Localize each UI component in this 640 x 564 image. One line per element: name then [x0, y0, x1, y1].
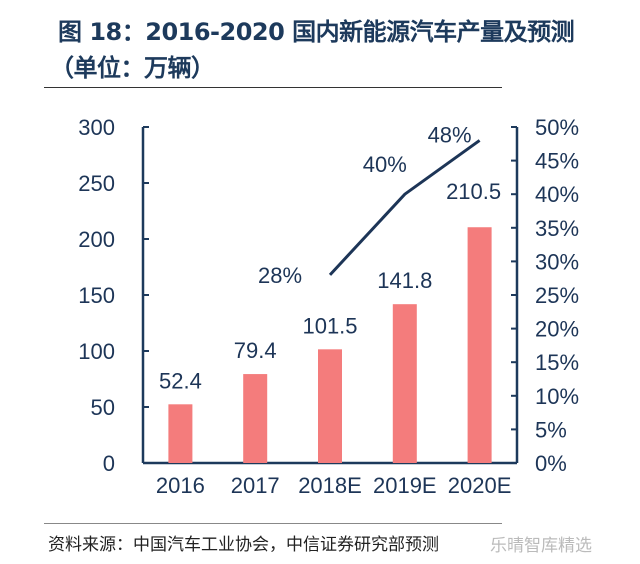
bar-2017	[243, 374, 268, 463]
left-tick-label: 250	[78, 171, 115, 196]
top-rule	[44, 87, 502, 88]
right-tick-label: 5%	[535, 417, 567, 442]
watermark: 乐晴智库精选	[490, 536, 592, 556]
title-line-2: （单位：万辆）	[50, 54, 215, 82]
left-tick-label: 50	[91, 395, 115, 420]
line-data-label: 48%	[428, 122, 472, 147]
source-note: 资料来源：中国汽车工业协会，中信证券研究部预测	[48, 535, 439, 555]
title-line-1: 图 18：2016-2020 国内新能源汽车产量及预测	[58, 18, 575, 46]
right-tick-label: 40%	[535, 182, 579, 207]
left-tick-label: 0	[103, 451, 115, 476]
growth-line	[328, 139, 481, 276]
left-tick-label: 150	[78, 283, 115, 308]
left-tick-label: 200	[78, 227, 115, 252]
right-tick-label: 20%	[535, 317, 579, 342]
bar-data-label: 141.8	[377, 268, 432, 293]
bar-2016	[168, 404, 193, 463]
line-data-label: 28%	[258, 263, 302, 288]
chart-title: 图 18：2016-2020 国内新能源汽车产量及预测 （单位：万辆）	[50, 14, 575, 86]
bar-2019E	[392, 304, 417, 463]
bar-2020E	[467, 227, 492, 463]
bar-data-label: 79.4	[234, 338, 277, 363]
bar-data-label: 210.5	[446, 179, 501, 204]
right-tick-label: 15%	[535, 350, 579, 375]
x-tick-label: 2016	[156, 473, 205, 498]
x-tick-label: 2018E	[298, 473, 362, 498]
right-tick-label: 50%	[535, 115, 579, 140]
right-tick-label: 30%	[535, 249, 579, 274]
right-tick-label: 10%	[535, 384, 579, 409]
right-tick-label: 0%	[535, 451, 567, 476]
bottom-rule	[44, 523, 502, 524]
right-tick-label: 35%	[535, 216, 579, 241]
x-tick-label: 2020E	[448, 473, 512, 498]
bar-data-label: 101.5	[302, 313, 357, 338]
line-data-label: 40%	[363, 152, 407, 177]
left-tick-label: 100	[78, 339, 115, 364]
right-tick-label: 45%	[535, 149, 579, 174]
left-tick-label: 300	[78, 115, 115, 140]
x-tick-label: 2019E	[373, 473, 437, 498]
bar-data-label: 52.4	[159, 368, 202, 393]
x-tick-label: 2017	[231, 473, 280, 498]
right-tick-label: 25%	[535, 283, 579, 308]
bar-2018E	[318, 349, 342, 463]
